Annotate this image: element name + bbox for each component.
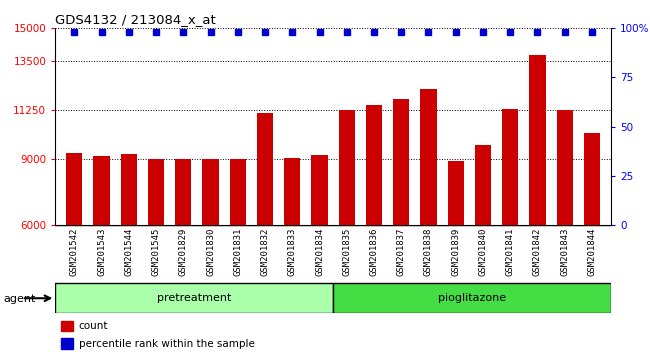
Text: GSM201543: GSM201543 [97, 227, 106, 275]
Text: GSM201844: GSM201844 [588, 227, 597, 275]
Bar [257, 113, 273, 354]
Text: GSM201838: GSM201838 [424, 227, 433, 275]
Text: agent: agent [3, 294, 36, 304]
Bar [393, 99, 410, 354]
Text: GSM201545: GSM201545 [151, 227, 161, 275]
Text: GSM201840: GSM201840 [478, 227, 488, 275]
Text: GSM201544: GSM201544 [124, 227, 133, 275]
Text: GSM201835: GSM201835 [343, 227, 351, 275]
Bar [529, 55, 545, 354]
Bar [502, 109, 519, 354]
Text: GSM201842: GSM201842 [533, 227, 542, 275]
Bar [284, 158, 300, 354]
Text: percentile rank within the sample: percentile rank within the sample [79, 339, 254, 349]
Text: GSM201841: GSM201841 [506, 227, 515, 275]
Text: GSM201831: GSM201831 [233, 227, 242, 275]
Bar [175, 159, 192, 354]
Bar [61, 338, 73, 349]
Bar [474, 145, 491, 354]
Text: GSM201830: GSM201830 [206, 227, 215, 275]
Text: GSM201839: GSM201839 [451, 227, 460, 275]
Text: GSM201836: GSM201836 [369, 227, 378, 275]
Text: GSM201834: GSM201834 [315, 227, 324, 275]
Bar [202, 159, 218, 354]
Text: count: count [79, 321, 108, 331]
Bar [55, 283, 333, 313]
Text: pretreatment: pretreatment [157, 293, 231, 303]
Text: GSM201832: GSM201832 [261, 227, 270, 275]
Bar [448, 161, 464, 354]
Bar [121, 154, 137, 354]
Bar [66, 153, 83, 354]
Text: GSM201542: GSM201542 [70, 227, 79, 275]
Text: pioglitazone: pioglitazone [438, 293, 506, 303]
Bar [94, 156, 110, 354]
Text: GDS4132 / 213084_x_at: GDS4132 / 213084_x_at [55, 13, 216, 26]
Bar [366, 105, 382, 354]
Bar [311, 155, 328, 354]
Bar [421, 90, 437, 354]
Text: GSM201833: GSM201833 [288, 227, 297, 275]
Bar [229, 159, 246, 354]
Bar [333, 283, 611, 313]
Text: GSM201837: GSM201837 [396, 227, 406, 275]
Bar [584, 133, 600, 354]
Text: GSM201843: GSM201843 [560, 227, 569, 275]
Bar [339, 110, 355, 354]
Text: GSM201829: GSM201829 [179, 227, 188, 275]
Bar [148, 159, 164, 354]
Bar [61, 320, 73, 331]
Bar [556, 110, 573, 354]
